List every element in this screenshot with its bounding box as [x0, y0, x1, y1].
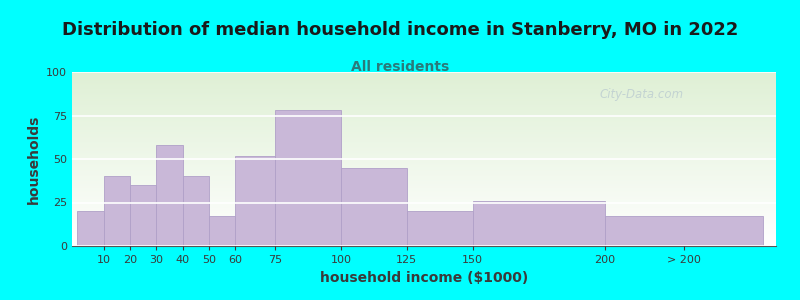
- Bar: [341, 168, 407, 246]
- Bar: [407, 211, 473, 246]
- Bar: [209, 216, 235, 246]
- Text: All residents: All residents: [351, 60, 449, 74]
- Bar: [275, 110, 341, 246]
- Bar: [473, 201, 605, 246]
- Text: City-Data.com: City-Data.com: [600, 88, 684, 101]
- Bar: [78, 211, 104, 246]
- Bar: [156, 145, 182, 246]
- Text: Distribution of median household income in Stanberry, MO in 2022: Distribution of median household income …: [62, 21, 738, 39]
- Bar: [235, 155, 275, 246]
- Bar: [182, 176, 209, 246]
- Bar: [130, 185, 156, 246]
- Y-axis label: households: households: [26, 114, 41, 204]
- Bar: [104, 176, 130, 246]
- Bar: [605, 216, 763, 246]
- X-axis label: household income ($1000): household income ($1000): [320, 271, 528, 285]
